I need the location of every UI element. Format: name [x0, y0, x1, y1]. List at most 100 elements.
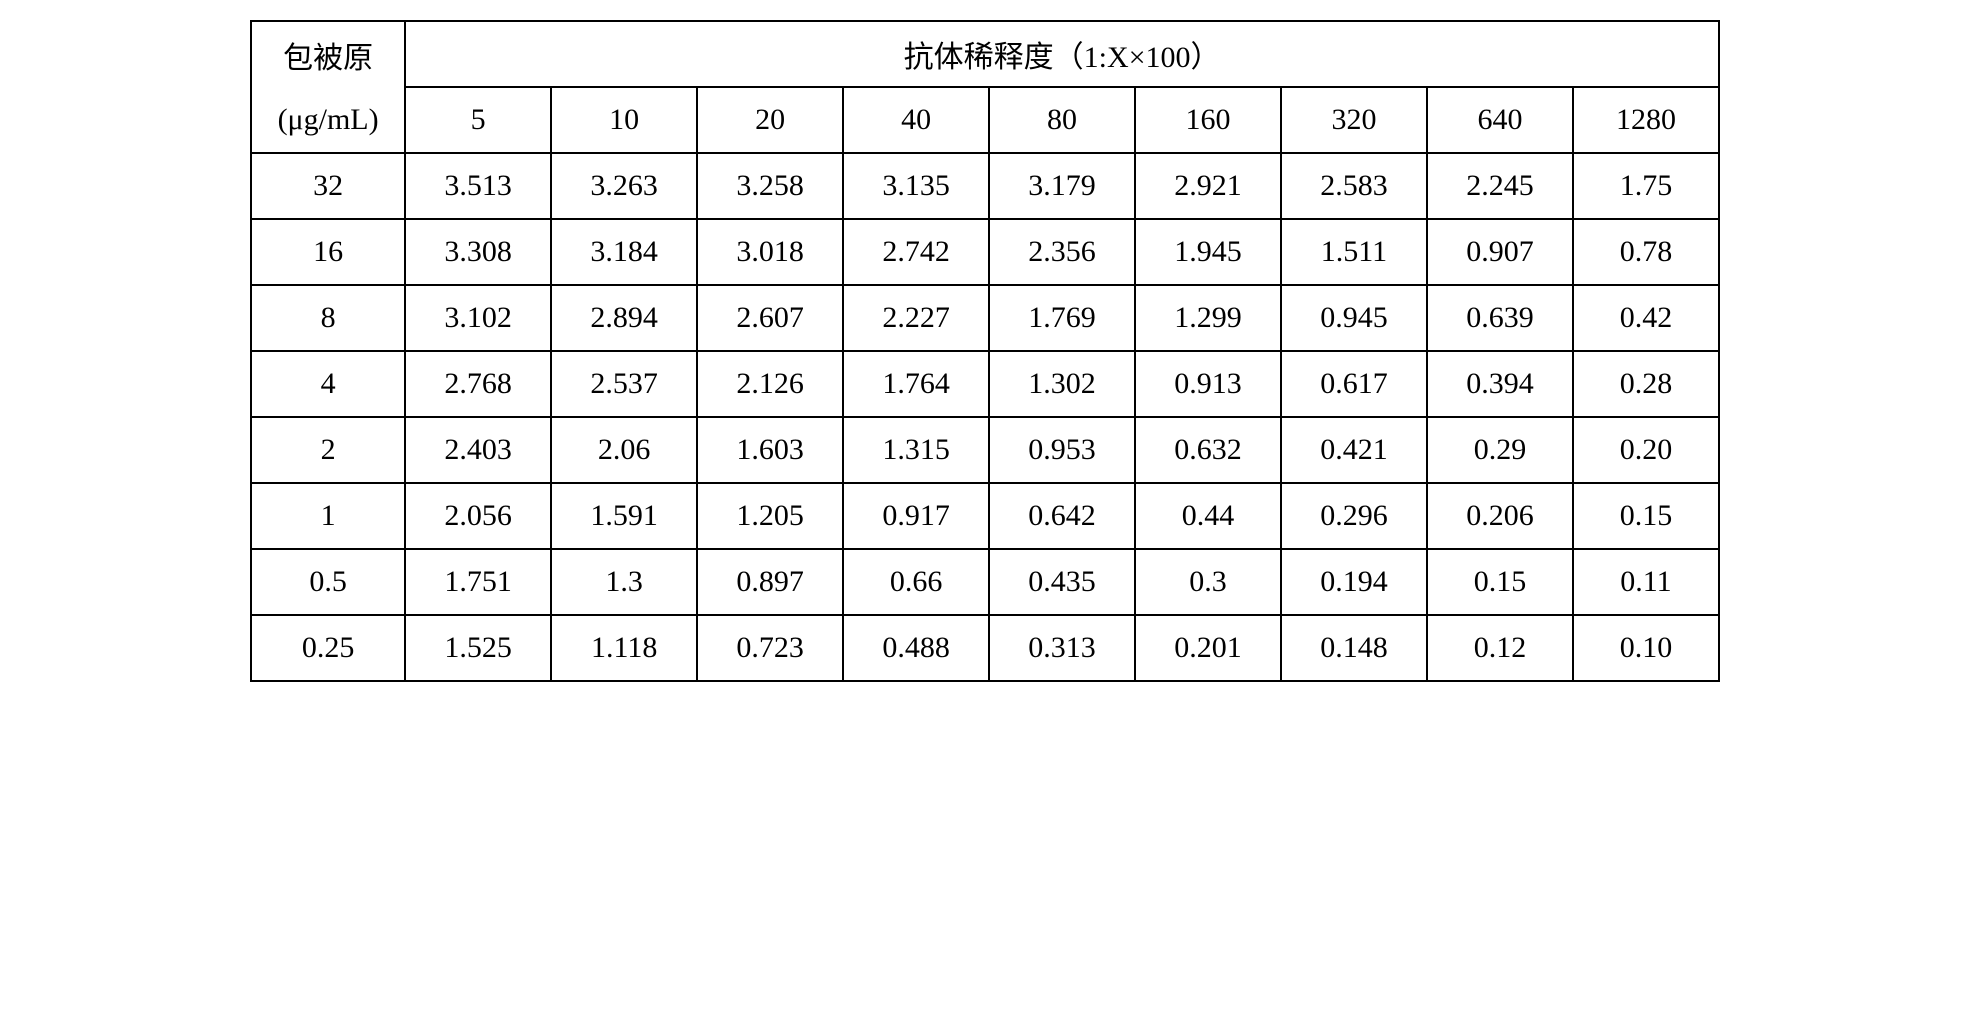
- row-header-label-line1: 包被原: [251, 21, 405, 87]
- table-row: 4 2.768 2.537 2.126 1.764 1.302 0.913 0.…: [251, 351, 1719, 417]
- table-cell: 0.488: [843, 615, 989, 681]
- row-label: 16: [251, 219, 405, 285]
- table-cell: 0.897: [697, 549, 843, 615]
- table-cell: 1.603: [697, 417, 843, 483]
- table-cell: 2.227: [843, 285, 989, 351]
- table-cell: 3.018: [697, 219, 843, 285]
- column-header: 40: [843, 87, 989, 153]
- column-header: 1280: [1573, 87, 1719, 153]
- table-cell: 1.315: [843, 417, 989, 483]
- table-header-row-2: (μg/mL) 5 10 20 40 80 160 320 640 1280: [251, 87, 1719, 153]
- column-header: 20: [697, 87, 843, 153]
- table-cell: 1.511: [1281, 219, 1427, 285]
- row-label: 0.5: [251, 549, 405, 615]
- table-cell: 0.28: [1573, 351, 1719, 417]
- column-header: 10: [551, 87, 697, 153]
- column-header: 160: [1135, 87, 1281, 153]
- table-row: 2 2.403 2.06 1.603 1.315 0.953 0.632 0.4…: [251, 417, 1719, 483]
- table-cell: 2.921: [1135, 153, 1281, 219]
- table-cell: 0.20: [1573, 417, 1719, 483]
- column-header: 320: [1281, 87, 1427, 153]
- table-cell: 0.617: [1281, 351, 1427, 417]
- table-cell: 0.148: [1281, 615, 1427, 681]
- table-row: 16 3.308 3.184 3.018 2.742 2.356 1.945 1…: [251, 219, 1719, 285]
- table-cell: 0.639: [1427, 285, 1573, 351]
- table-cell: 0.15: [1427, 549, 1573, 615]
- column-header: 640: [1427, 87, 1573, 153]
- table-body: 32 3.513 3.263 3.258 3.135 3.179 2.921 2…: [251, 153, 1719, 681]
- row-label: 0.25: [251, 615, 405, 681]
- table-cell: 0.11: [1573, 549, 1719, 615]
- table-row: 0.5 1.751 1.3 0.897 0.66 0.435 0.3 0.194…: [251, 549, 1719, 615]
- table-cell: 0.435: [989, 549, 1135, 615]
- table-cell: 2.126: [697, 351, 843, 417]
- table-cell: 0.632: [1135, 417, 1281, 483]
- table-cell: 3.179: [989, 153, 1135, 219]
- table-cell: 2.894: [551, 285, 697, 351]
- table-cell: 2.607: [697, 285, 843, 351]
- table-cell: 2.742: [843, 219, 989, 285]
- table-cell: 1.205: [697, 483, 843, 549]
- table-cell: 0.642: [989, 483, 1135, 549]
- table-row: 8 3.102 2.894 2.607 2.227 1.769 1.299 0.…: [251, 285, 1719, 351]
- table-cell: 1.945: [1135, 219, 1281, 285]
- table-cell: 3.263: [551, 153, 697, 219]
- table-cell: 0.15: [1573, 483, 1719, 549]
- table-cell: 2.537: [551, 351, 697, 417]
- table-cell: 3.308: [405, 219, 551, 285]
- table-cell: 0.201: [1135, 615, 1281, 681]
- row-label: 32: [251, 153, 405, 219]
- span-header-label: 抗体稀释度（1:X×100）: [405, 21, 1719, 87]
- table-cell: 0.3: [1135, 549, 1281, 615]
- table-cell: 3.135: [843, 153, 989, 219]
- table-cell: 2.245: [1427, 153, 1573, 219]
- table-cell: 2.356: [989, 219, 1135, 285]
- table-cell: 0.907: [1427, 219, 1573, 285]
- row-label: 4: [251, 351, 405, 417]
- table-cell: 0.917: [843, 483, 989, 549]
- row-header-label-line2: (μg/mL): [251, 87, 405, 153]
- table-cell: 1.118: [551, 615, 697, 681]
- table-cell: 0.296: [1281, 483, 1427, 549]
- table-cell: 1.3: [551, 549, 697, 615]
- table-cell: 0.66: [843, 549, 989, 615]
- table-cell: 2.768: [405, 351, 551, 417]
- table-cell: 0.421: [1281, 417, 1427, 483]
- table-cell: 1.75: [1573, 153, 1719, 219]
- table-cell: 3.184: [551, 219, 697, 285]
- table-cell: 0.313: [989, 615, 1135, 681]
- table-cell: 0.394: [1427, 351, 1573, 417]
- table-cell: 0.78: [1573, 219, 1719, 285]
- table-cell: 0.29: [1427, 417, 1573, 483]
- table-cell: 0.723: [697, 615, 843, 681]
- table-cell: 0.194: [1281, 549, 1427, 615]
- table-cell: 2.06: [551, 417, 697, 483]
- data-table: 包被原 抗体稀释度（1:X×100） (μg/mL) 5 10 20 40 80…: [250, 20, 1720, 682]
- table-cell: 0.913: [1135, 351, 1281, 417]
- table-cell: 3.102: [405, 285, 551, 351]
- table-cell: 1.591: [551, 483, 697, 549]
- table-cell: 0.206: [1427, 483, 1573, 549]
- table-row: 32 3.513 3.263 3.258 3.135 3.179 2.921 2…: [251, 153, 1719, 219]
- table-row: 0.25 1.525 1.118 0.723 0.488 0.313 0.201…: [251, 615, 1719, 681]
- table-cell: 1.525: [405, 615, 551, 681]
- table-cell: 1.764: [843, 351, 989, 417]
- table-cell: 0.10: [1573, 615, 1719, 681]
- table-cell: 0.945: [1281, 285, 1427, 351]
- table-cell: 0.42: [1573, 285, 1719, 351]
- table-cell: 0.12: [1427, 615, 1573, 681]
- column-header: 5: [405, 87, 551, 153]
- table-cell: 3.513: [405, 153, 551, 219]
- table-cell: 0.953: [989, 417, 1135, 483]
- table-cell: 3.258: [697, 153, 843, 219]
- table-cell: 1.302: [989, 351, 1135, 417]
- table-cell: 1.751: [405, 549, 551, 615]
- column-header: 80: [989, 87, 1135, 153]
- table-header-row-1: 包被原 抗体稀释度（1:X×100）: [251, 21, 1719, 87]
- row-label: 8: [251, 285, 405, 351]
- table-cell: 2.403: [405, 417, 551, 483]
- table-cell: 1.769: [989, 285, 1135, 351]
- table-cell: 2.583: [1281, 153, 1427, 219]
- row-label: 2: [251, 417, 405, 483]
- table-cell: 0.44: [1135, 483, 1281, 549]
